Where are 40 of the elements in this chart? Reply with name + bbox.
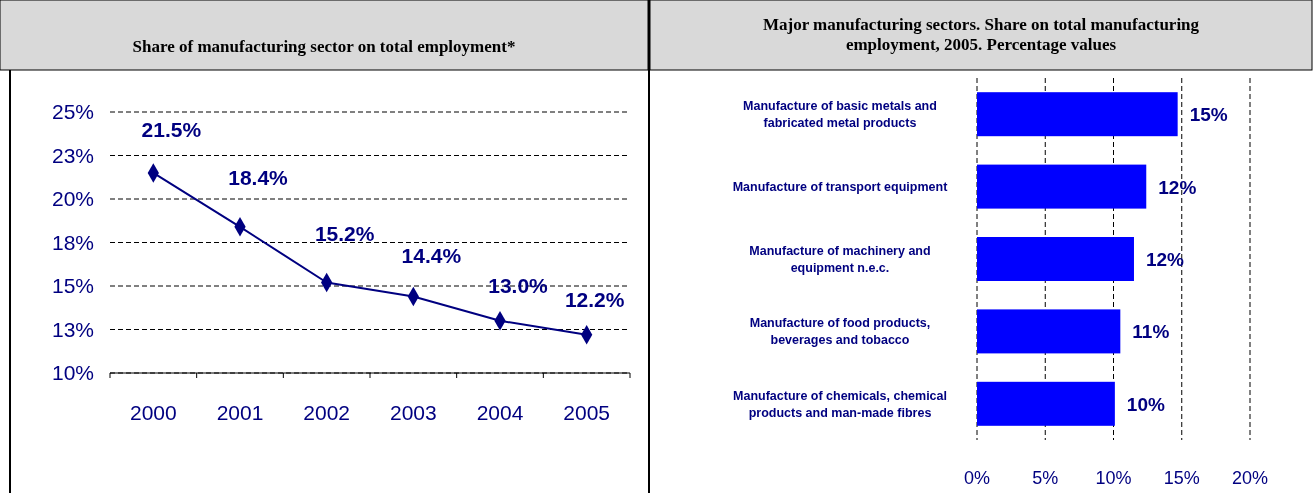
chart-title: Share of manufacturing sector on total employment*	[132, 37, 516, 56]
y-tick-label: Manufacture of basic metals and fabricated metal products	[743, 99, 937, 131]
y-tick-label: 20%	[51, 187, 94, 210]
bar	[977, 381, 1115, 426]
x-tick-label: 0%	[963, 468, 991, 488]
data-label: 12%	[1158, 176, 1197, 198]
data-label: 14.4%	[401, 244, 462, 268]
x-tick-label: 15%	[1163, 468, 1200, 488]
data-label: 12.2%	[564, 287, 625, 311]
y-tick-label: 13%	[51, 317, 94, 341]
data-label: 15.2%	[314, 221, 375, 245]
bar	[977, 237, 1134, 281]
x-tick-label: 2000	[129, 401, 177, 424]
bar	[977, 164, 1147, 209]
x-tick-label: 10%	[1095, 468, 1132, 488]
bar	[977, 309, 1121, 354]
y-tick-label: 25%	[51, 100, 94, 123]
x-tick-label: 2003	[389, 401, 437, 424]
x-tick-label: 2005	[563, 401, 611, 424]
data-label: 11%	[1132, 321, 1170, 343]
x-tick-label: 2002	[303, 401, 351, 424]
data-label: 12%	[1145, 249, 1185, 270]
y-tick-label: 23%	[51, 143, 94, 167]
data-label: 21.5%	[141, 117, 202, 141]
x-tick-label: 2001	[216, 401, 264, 424]
data-label: 13.0%	[488, 273, 549, 297]
y-tick-label: Manufacture of transport equipment	[732, 179, 949, 194]
data-label: 15%	[1189, 104, 1228, 126]
y-tick-label: Manufacture of food products, beverages and tobacco	[749, 316, 931, 348]
x-tick-label: 2004	[476, 401, 524, 424]
chart-title: Major manufacturing sectors. Share on total manufacturing employment, 2005. Percentage values	[762, 15, 1200, 54]
y-tick-label: 18%	[51, 230, 94, 254]
y-tick-label: 15%	[51, 274, 94, 297]
y-tick-label: 10%	[51, 361, 94, 384]
x-tick-label: 5%	[1032, 468, 1059, 488]
y-tick-label: Manufacture of machinery and equipment n.e.c.	[749, 244, 931, 275]
x-tick-label: 20%	[1231, 468, 1269, 488]
bar	[977, 92, 1178, 137]
y-tick-label: Manufacture of chemicals, chemical products and man-made fibres	[733, 388, 947, 420]
data-label: 18.4%	[228, 165, 289, 189]
